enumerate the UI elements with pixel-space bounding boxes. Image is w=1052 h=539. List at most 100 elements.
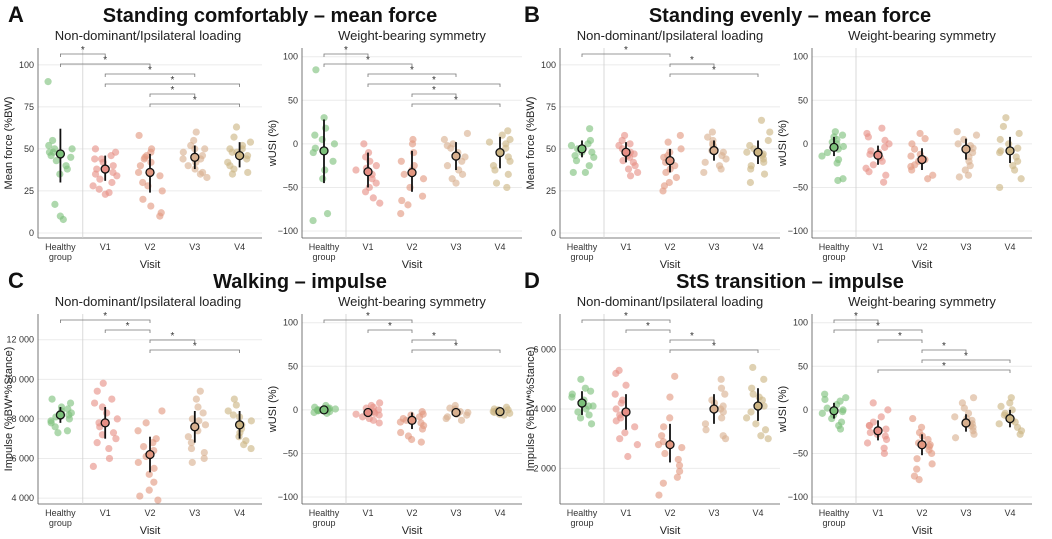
data-point: [661, 449, 669, 458]
significance-bracket: [60, 319, 151, 323]
significance-star: *: [854, 311, 858, 322]
subtitle-D-left: Non-dominant/Ipsilateral loading: [577, 294, 763, 309]
data-point: [54, 429, 62, 437]
data-point: [194, 403, 202, 411]
mean-marker: [55, 410, 66, 420]
data-point: [352, 410, 360, 418]
data-point: [196, 170, 205, 178]
y-tick-label: 100: [283, 52, 298, 62]
data-point: [823, 404, 831, 412]
data-point: [749, 390, 757, 398]
mean-marker: [407, 167, 417, 178]
subtitle-A-left: Non-dominant/Ipsilateral loading: [55, 28, 241, 43]
data-point: [964, 171, 972, 179]
y-tick-label: 12 000: [6, 335, 34, 345]
data-point: [880, 178, 888, 186]
plot-A-left: 0 25 50 75 100 Healthy group V1 V2 V3 V4 Visit Mean …: [3, 45, 262, 271]
x-tick-label: V4: [752, 242, 763, 252]
data-point: [504, 127, 512, 135]
x-tick-label: V3: [960, 508, 971, 518]
y-tick-label: 50: [24, 144, 34, 154]
x-tick-label: V3: [708, 242, 719, 252]
data-point: [581, 168, 589, 177]
mean-marker: [145, 449, 155, 460]
data-point: [833, 159, 841, 167]
x-tick-label: V1: [100, 508, 111, 518]
data-point: [631, 162, 639, 170]
y-tick-label: 100: [793, 318, 808, 328]
data-point: [678, 443, 686, 452]
data-point: [766, 128, 774, 136]
data-point: [443, 162, 452, 170]
mean-marker: [917, 440, 927, 450]
data-point: [878, 124, 886, 132]
significance-bracket: [833, 329, 923, 333]
data-point: [404, 201, 412, 209]
y-tick-label: 50: [798, 95, 808, 105]
x-tick-label: V1: [362, 508, 373, 518]
data-point: [408, 140, 417, 148]
data-point: [331, 405, 340, 413]
significance-bracket: [669, 339, 715, 343]
x-tick-label: V4: [234, 508, 245, 518]
data-point: [834, 176, 842, 185]
data-point: [230, 395, 238, 403]
data-point: [330, 140, 339, 148]
data-point: [863, 439, 872, 447]
significance-star: *: [103, 311, 107, 322]
data-point: [960, 404, 968, 412]
data-point: [616, 435, 624, 443]
x-tick-label: V1: [872, 242, 883, 252]
data-point: [717, 384, 726, 392]
y-tick-label: 100: [793, 52, 808, 62]
data-point: [230, 133, 238, 141]
data-point: [928, 460, 936, 468]
data-point: [660, 423, 668, 431]
data-point: [142, 419, 150, 427]
data-point: [1010, 166, 1019, 174]
mean-marker: [495, 406, 505, 417]
mean-marker: [961, 418, 971, 428]
significance-star: *: [898, 331, 902, 342]
data-point: [240, 441, 248, 449]
mean-marker: [451, 151, 461, 161]
y-tick-label: 75: [546, 102, 556, 112]
data-point: [188, 458, 196, 467]
data-point: [842, 394, 850, 402]
panel-title-C: Walking – impulse: [213, 271, 387, 293]
significance-star: *: [170, 331, 174, 342]
x-tick-label: Healthy group: [567, 508, 598, 528]
data-point: [93, 439, 101, 447]
data-point: [1002, 114, 1010, 122]
plot-B-right: −100 −50 0 50 100 Healthy group V1 V2 V3 V4 Visit wU…: [777, 48, 1032, 271]
data-point: [961, 166, 969, 174]
data-point: [913, 455, 921, 463]
data-point: [68, 145, 76, 153]
y-tick-label: 4 000: [11, 493, 34, 503]
significance-bracket: [149, 103, 240, 107]
mean-marker: [190, 422, 200, 432]
significance-bracket: [104, 329, 151, 333]
data-point: [880, 444, 888, 452]
data-point: [502, 144, 510, 152]
x-axis-label: Visit: [912, 259, 933, 271]
plot-A-right: −100 −50 0 50 100 Healthy group V1 V2 V3 V4 Visit wU…: [267, 45, 522, 271]
data-point: [865, 168, 873, 176]
data-point: [179, 155, 187, 163]
data-point: [722, 155, 730, 163]
data-point: [907, 152, 915, 160]
mean-marker: [665, 439, 675, 450]
data-point: [953, 128, 961, 136]
data-point: [582, 405, 590, 413]
data-point: [760, 375, 768, 383]
x-tick-label: V2: [406, 242, 417, 252]
data-point: [916, 129, 924, 138]
data-point: [418, 425, 427, 433]
data-point: [184, 433, 192, 441]
data-point: [666, 414, 674, 422]
data-point: [760, 402, 768, 410]
significance-star: *: [170, 85, 174, 96]
data-point: [913, 465, 921, 473]
data-point: [103, 409, 111, 417]
data-point: [503, 183, 511, 192]
